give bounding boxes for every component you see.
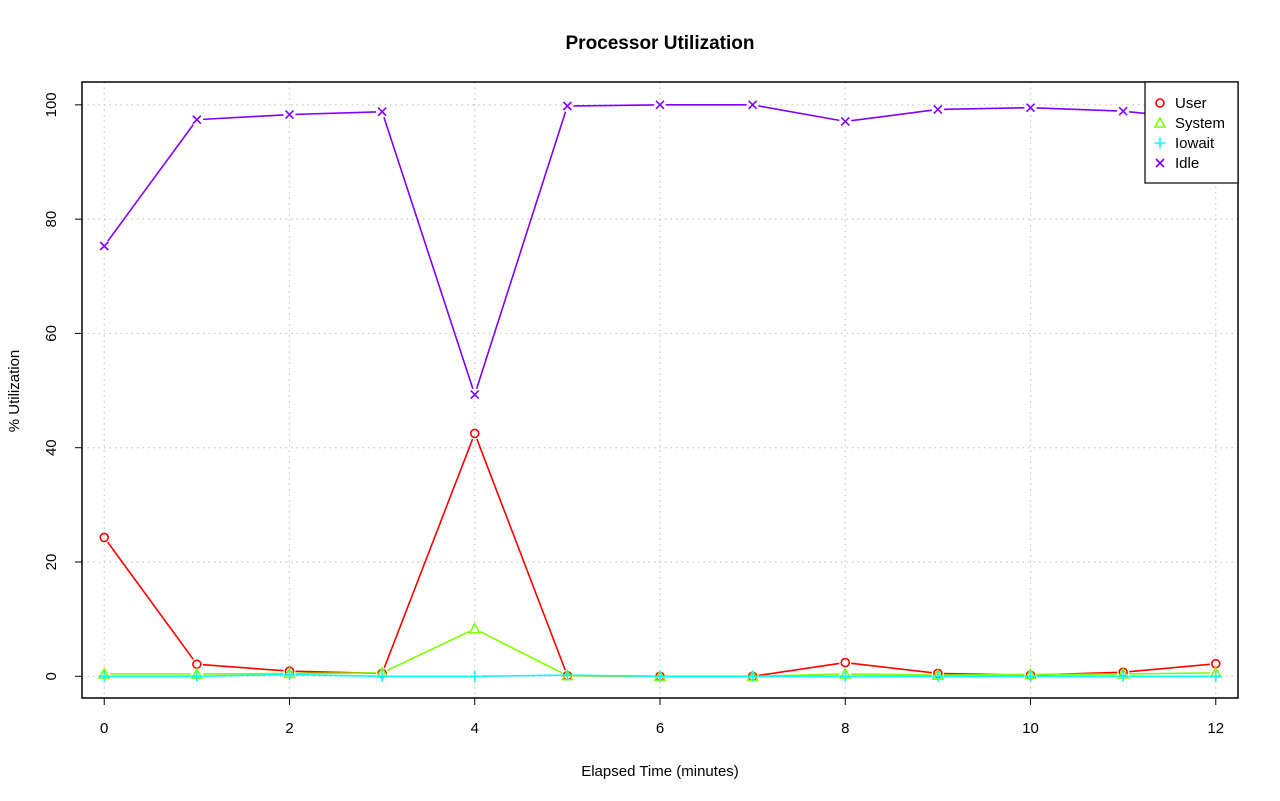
x-tick-label: 12 bbox=[1207, 720, 1224, 737]
series-iowait-point bbox=[839, 670, 851, 682]
legend: User System Iowait Idle bbox=[1144, 81, 1239, 184]
series-system-segment bbox=[479, 630, 563, 674]
x-tick-label: 8 bbox=[841, 720, 849, 737]
series-iowait-segment bbox=[480, 674, 562, 678]
series-user-point bbox=[469, 428, 480, 439]
series-idle-point bbox=[933, 104, 943, 114]
series-user-segment bbox=[1129, 663, 1210, 673]
series-user-segment bbox=[107, 541, 194, 660]
series-user-point bbox=[192, 659, 202, 670]
series-iowait-point bbox=[1025, 670, 1037, 682]
series-idle-point bbox=[655, 100, 665, 110]
series-idle-point bbox=[748, 100, 758, 110]
x-tick-label: 0 bbox=[100, 720, 108, 737]
series-iowait-point bbox=[376, 670, 388, 682]
series-idle-point bbox=[377, 107, 387, 117]
x-tick-label: 2 bbox=[285, 720, 293, 737]
series-iowait-segment bbox=[202, 673, 284, 677]
series-iowait-segment bbox=[295, 673, 377, 677]
series-idle-segment bbox=[758, 105, 840, 122]
series-idle-segment bbox=[107, 124, 194, 242]
series-idle-segment bbox=[383, 117, 474, 390]
series-idle bbox=[99, 100, 1221, 400]
series-idle-segment bbox=[202, 114, 284, 121]
series-iowait-point bbox=[561, 669, 573, 681]
legend-label-idle: Idle bbox=[1175, 155, 1199, 172]
legend-marker-iowait bbox=[1154, 137, 1166, 149]
series-iowait-point bbox=[654, 670, 666, 682]
y-tick-label: 20 bbox=[43, 554, 60, 571]
series-idle-point bbox=[1025, 103, 1036, 113]
series-idle-point bbox=[840, 116, 850, 126]
series-iowait-point bbox=[191, 670, 203, 682]
chart-title: Processor Utilization bbox=[566, 33, 755, 54]
series-iowait-point bbox=[1117, 670, 1129, 682]
series-idle-point bbox=[470, 390, 480, 400]
legend-label-iowait: Iowait bbox=[1175, 135, 1215, 152]
series-iowait-point bbox=[98, 670, 110, 682]
series-layer bbox=[97, 100, 1223, 682]
series-idle-segment bbox=[475, 111, 567, 390]
series-iowait-point bbox=[283, 669, 295, 681]
series-system-point bbox=[468, 622, 482, 634]
legend-label-user: User bbox=[1175, 95, 1207, 112]
grid bbox=[82, 82, 1238, 698]
series-user-segment bbox=[476, 438, 566, 671]
series-idle-point bbox=[562, 101, 572, 111]
x-tick-label: 10 bbox=[1022, 720, 1039, 737]
x-tick-label: 4 bbox=[471, 720, 479, 737]
series-idle-segment bbox=[1036, 107, 1118, 112]
y-tick-label: 60 bbox=[43, 325, 60, 342]
series-system-segment bbox=[851, 673, 932, 676]
axes: 0 2 4 6 8 10 12 0 20 40 60 80 100 bbox=[43, 92, 1224, 737]
series-iowait-point bbox=[1210, 670, 1222, 682]
series-user-segment bbox=[758, 662, 840, 677]
x-tick-label: 6 bbox=[656, 720, 664, 737]
series-idle-point bbox=[99, 241, 109, 251]
series-user-point bbox=[99, 532, 110, 543]
legend-marker-user bbox=[1155, 98, 1165, 108]
series-user-point bbox=[840, 657, 851, 668]
plot-frame bbox=[81, 81, 1239, 699]
y-axis-label: % Utilization bbox=[6, 350, 23, 433]
series-user-segment bbox=[202, 663, 284, 672]
series-idle-segment bbox=[295, 111, 377, 116]
series-idle-point bbox=[1118, 106, 1128, 116]
x-axis-label: Elapsed Time (minutes) bbox=[581, 763, 739, 780]
series-idle-segment bbox=[851, 109, 933, 122]
series-system-segment bbox=[387, 630, 470, 672]
series-iowait-point bbox=[469, 670, 481, 682]
series-iowait-segment bbox=[573, 674, 655, 678]
legend-marker-system bbox=[1153, 116, 1167, 128]
series-system-segment bbox=[1129, 672, 1210, 675]
series-iowait-point bbox=[932, 670, 944, 682]
y-tick-label: 100 bbox=[43, 92, 60, 117]
legend-marker-idle bbox=[1155, 158, 1165, 168]
y-tick-label: 80 bbox=[43, 211, 60, 228]
series-idle-point bbox=[284, 110, 295, 120]
series-user-segment bbox=[383, 438, 474, 669]
legend-label-system: System bbox=[1175, 115, 1225, 132]
y-tick-label: 0 bbox=[43, 672, 60, 680]
series-idle-segment bbox=[573, 104, 655, 107]
series-iowait-point bbox=[747, 670, 759, 682]
y-tick-label: 40 bbox=[43, 439, 60, 456]
series-idle-segment bbox=[943, 107, 1025, 111]
series-user-segment bbox=[851, 662, 933, 674]
series-idle-point bbox=[192, 115, 202, 125]
series-iowait bbox=[98, 669, 1222, 682]
